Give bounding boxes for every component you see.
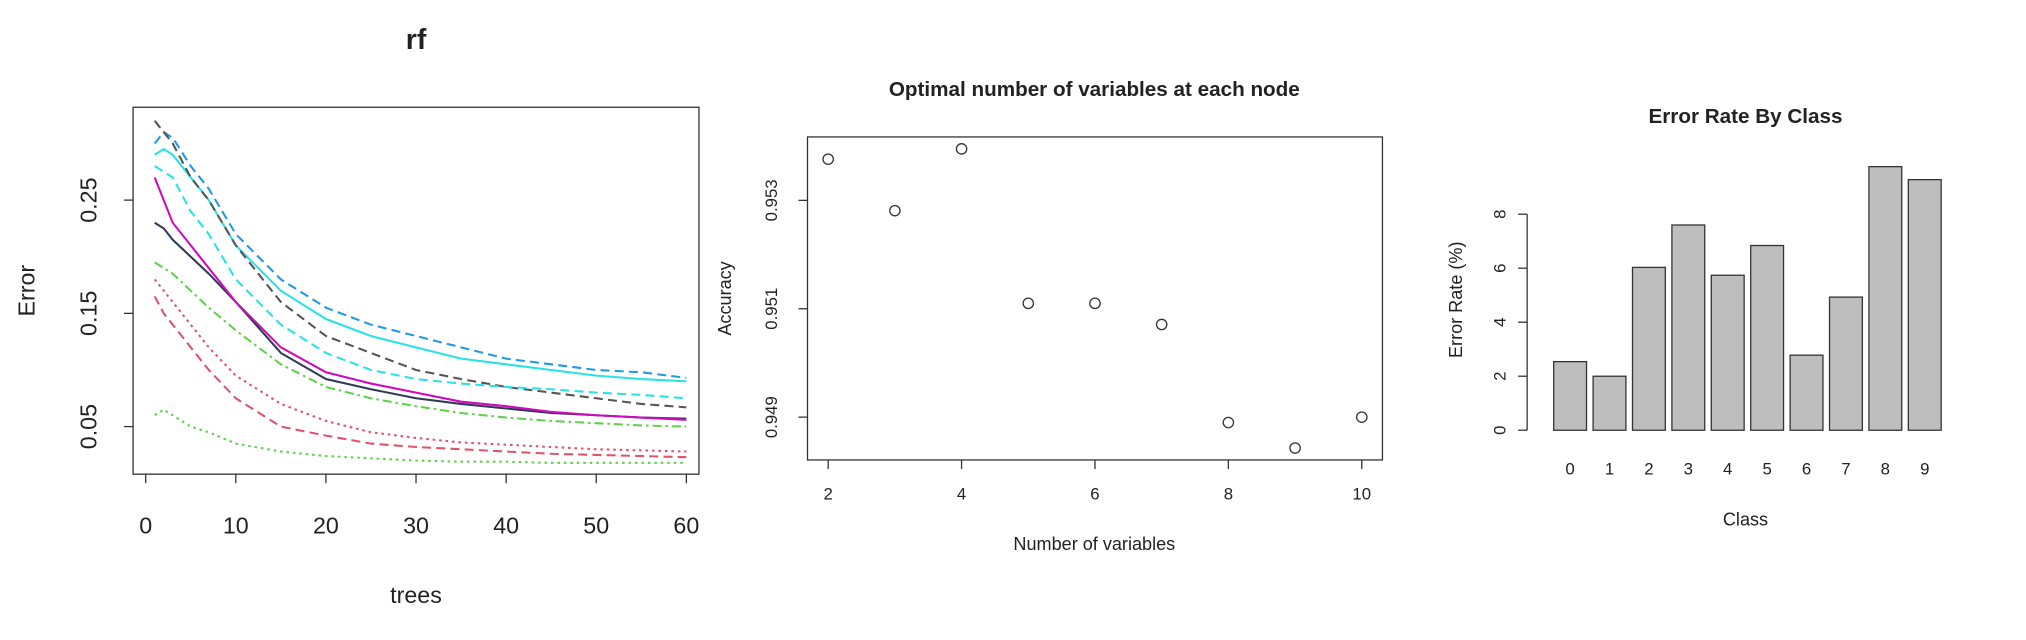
series-line (154, 408, 687, 464)
x-tick-label: 1 (1605, 460, 1614, 479)
x-tick-label: 2 (1644, 460, 1653, 479)
bar (1907, 178, 1942, 431)
point (1222, 416, 1235, 429)
x-axis-label: Number of variables (1013, 534, 1175, 554)
y-tick-label: 0.953 (762, 179, 781, 221)
series-line (153, 295, 687, 459)
series-line (154, 261, 687, 428)
series-line (153, 120, 687, 409)
x-tick-label: 8 (1224, 484, 1233, 503)
series-line (154, 221, 687, 420)
y-tick-label: 2 (1491, 372, 1510, 381)
bar (1750, 244, 1785, 431)
x-tick-label: 6 (1090, 484, 1099, 503)
series-line (153, 278, 687, 453)
x-tick-label: 30 (403, 512, 429, 538)
x-tick-label: 10 (1352, 484, 1371, 503)
point (1155, 318, 1168, 331)
y-tick-label: 0.25 (76, 177, 102, 222)
point (1355, 411, 1368, 423)
y-axis-label: Accuracy (715, 261, 735, 335)
point (889, 204, 901, 217)
chart-title: Optimal number of variables at each node (889, 78, 1300, 101)
series-line (153, 177, 687, 421)
x-tick-label: 20 (313, 512, 339, 538)
point (955, 143, 968, 155)
bar (1828, 296, 1864, 431)
x-tick-label: 7 (1841, 460, 1850, 479)
y-tick-label: 0.15 (76, 291, 102, 336)
point (1089, 297, 1101, 310)
x-tick-label: 3 (1684, 460, 1693, 479)
x-tick-label: 0 (1565, 460, 1574, 479)
x-tick-label: 2 (824, 484, 833, 503)
x-tick-label: 50 (583, 512, 609, 538)
x-tick-label: 4 (957, 484, 966, 503)
x-tick-label: 60 (673, 512, 699, 538)
bar (1553, 360, 1588, 431)
y-tick-label: 0.05 (76, 404, 102, 449)
series-line (154, 147, 687, 383)
chart-title: Error Rate By Class (1648, 105, 1842, 128)
x-tick-label: 0 (139, 512, 152, 538)
point (822, 153, 834, 165)
y-tick-label: 8 (1491, 210, 1510, 219)
x-tick-label: 9 (1920, 460, 1929, 479)
y-axis-label: Error (14, 265, 40, 317)
bar (1789, 354, 1824, 431)
x-tick-label: 40 (493, 512, 519, 538)
bar (1592, 375, 1627, 431)
series-line (153, 130, 687, 379)
bar (1671, 224, 1706, 431)
y-tick-label: 6 (1491, 264, 1510, 273)
x-tick-label: 4 (1723, 460, 1732, 479)
point (1289, 442, 1301, 454)
bar (1868, 166, 1903, 431)
bar (1631, 266, 1666, 431)
plot-box (132, 106, 700, 475)
y-tick-label: 0.951 (762, 288, 781, 330)
series-line (154, 165, 687, 400)
point (1022, 297, 1035, 310)
x-tick-label: 6 (1802, 460, 1811, 479)
x-axis-label: trees (390, 582, 442, 608)
y-axis-label: Error Rate (%) (1446, 241, 1466, 358)
chart-title: rf (406, 24, 427, 56)
x-axis-label: Class (1723, 509, 1768, 529)
y-tick-label: 4 (1491, 318, 1510, 327)
x-tick-label: 5 (1762, 460, 1771, 479)
bar (1710, 274, 1745, 431)
y-tick-label: 0.949 (762, 396, 781, 438)
x-tick-label: 8 (1881, 460, 1890, 479)
x-tick-label: 10 (223, 512, 249, 538)
y-tick-label: 0 (1491, 426, 1510, 435)
